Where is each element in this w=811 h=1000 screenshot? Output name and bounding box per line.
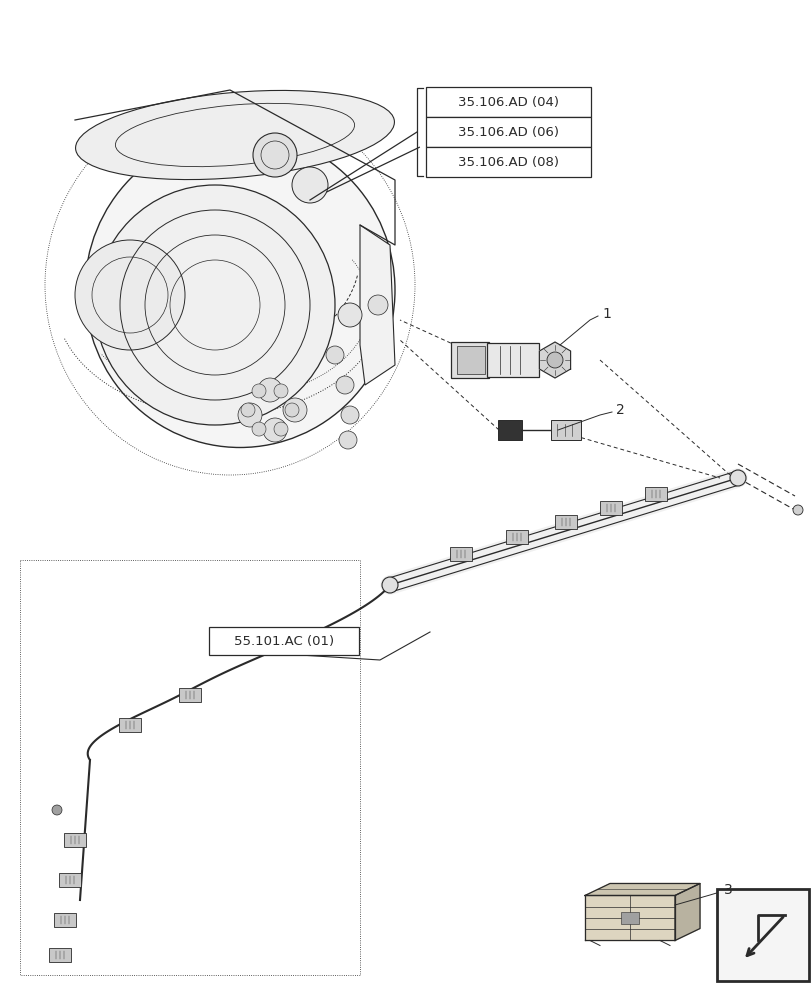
Circle shape [292,167,328,203]
FancyBboxPatch shape [450,547,472,561]
Ellipse shape [85,132,394,448]
FancyBboxPatch shape [551,420,581,440]
FancyBboxPatch shape [119,718,141,732]
Circle shape [283,398,307,422]
Text: 35.106.AD (04): 35.106.AD (04) [457,96,558,109]
FancyBboxPatch shape [505,530,527,544]
FancyBboxPatch shape [54,913,76,927]
Polygon shape [584,883,699,895]
Text: 3: 3 [723,883,732,897]
Circle shape [241,403,255,417]
FancyBboxPatch shape [426,117,590,147]
Circle shape [729,470,745,486]
Text: 2: 2 [616,403,624,417]
FancyBboxPatch shape [487,343,539,377]
Polygon shape [584,895,674,940]
Circle shape [338,431,357,449]
Text: 35.106.AD (06): 35.106.AD (06) [457,126,558,139]
Circle shape [273,422,288,436]
FancyBboxPatch shape [620,912,638,924]
Circle shape [263,418,286,442]
Circle shape [251,422,266,436]
FancyBboxPatch shape [426,87,590,117]
FancyBboxPatch shape [716,889,808,981]
Circle shape [337,303,362,327]
Circle shape [336,376,354,394]
Circle shape [792,505,802,515]
Polygon shape [359,225,394,385]
FancyBboxPatch shape [178,688,201,702]
Text: 35.106.AD (08): 35.106.AD (08) [457,156,558,169]
Ellipse shape [75,90,394,180]
FancyBboxPatch shape [554,515,576,529]
Circle shape [238,403,262,427]
FancyBboxPatch shape [457,346,484,374]
Circle shape [253,133,297,177]
FancyBboxPatch shape [59,873,81,887]
Circle shape [285,403,298,417]
Text: 1: 1 [601,307,610,321]
Circle shape [367,295,388,315]
Circle shape [75,240,185,350]
FancyBboxPatch shape [426,147,590,177]
FancyBboxPatch shape [645,487,667,501]
FancyBboxPatch shape [208,627,358,655]
Polygon shape [539,342,570,378]
Circle shape [95,185,335,425]
FancyBboxPatch shape [497,420,521,440]
Circle shape [258,378,281,402]
Circle shape [251,384,266,398]
FancyBboxPatch shape [599,501,621,515]
FancyBboxPatch shape [64,833,86,847]
Circle shape [381,577,397,593]
Circle shape [325,346,344,364]
Text: 55.101.AC (01): 55.101.AC (01) [234,635,333,648]
FancyBboxPatch shape [450,342,488,378]
Circle shape [547,352,562,368]
Circle shape [52,805,62,815]
FancyBboxPatch shape [49,948,71,962]
Polygon shape [674,883,699,940]
Circle shape [341,406,358,424]
Circle shape [273,384,288,398]
